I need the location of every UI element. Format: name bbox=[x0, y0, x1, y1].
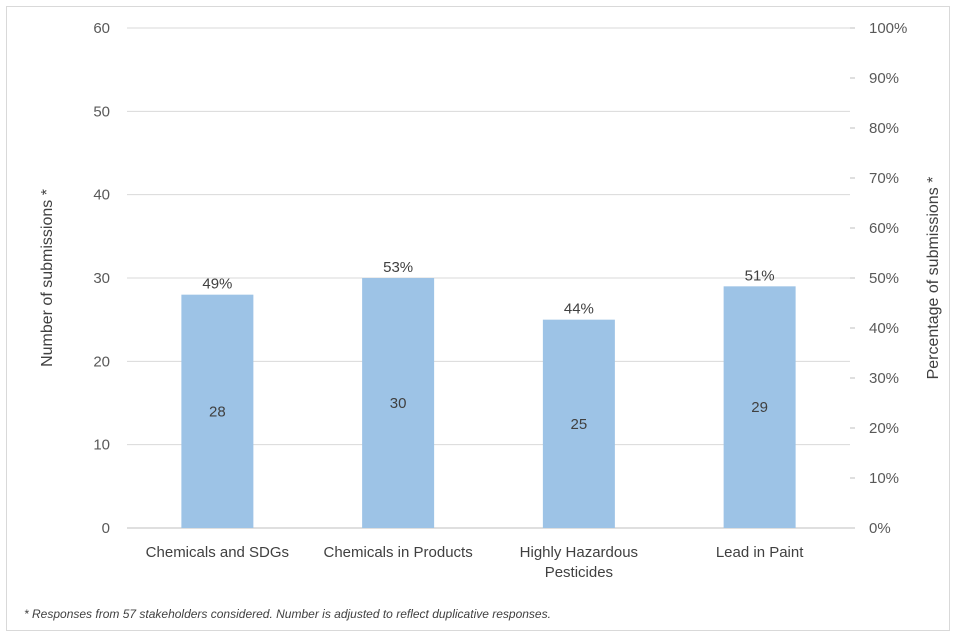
bar bbox=[181, 294, 254, 528]
chart-footnote: * Responses from 57 stakeholders conside… bbox=[24, 607, 551, 621]
y-tick-label: 20 bbox=[93, 353, 110, 370]
y2-tick-label: 60% bbox=[869, 220, 899, 237]
bar-percent-label: 53% bbox=[383, 259, 413, 276]
right-axis-ticks: 0% 10% 20% 30% 40% 50% 60% 70% 80% 90% 100% bbox=[850, 20, 907, 537]
bar-value-label: 30 bbox=[390, 395, 407, 412]
bars: 28 49% 30 53% 25 44% 29 51% bbox=[181, 259, 796, 528]
y2-tick-label: 70% bbox=[869, 170, 899, 187]
y2-tick-label: 30% bbox=[869, 370, 899, 387]
bar-value-label: 29 bbox=[751, 399, 768, 416]
bar-percent-label: 44% bbox=[564, 301, 594, 318]
y-tick-label: 60 bbox=[93, 20, 110, 37]
y2-tick-label: 100% bbox=[869, 20, 907, 37]
bar bbox=[723, 286, 796, 528]
category-label: Chemicals in Products bbox=[324, 544, 473, 561]
y-axis-title: Number of submissions * bbox=[39, 189, 56, 367]
category-label: Chemicals and SDGs bbox=[146, 544, 289, 561]
bar bbox=[542, 319, 615, 528]
bar-percent-label: 51% bbox=[745, 267, 775, 284]
bar-value-label: 25 bbox=[571, 416, 588, 433]
y-tick-label: 0 bbox=[102, 520, 110, 537]
category-labels: Chemicals and SDGs Chemicals in Products H… bbox=[146, 544, 805, 581]
chart-frame bbox=[6, 6, 950, 631]
y2-tick-label: 50% bbox=[869, 270, 899, 287]
y-tick-label: 40 bbox=[93, 187, 110, 204]
y2-tick-label: 10% bbox=[869, 470, 899, 487]
y2-tick-label: 0% bbox=[869, 520, 891, 537]
category-label: Highly Hazardous bbox=[520, 544, 638, 561]
y-tick-label: 10 bbox=[93, 437, 110, 454]
bar bbox=[362, 278, 435, 528]
left-axis-ticks: 0 10 20 30 40 50 60 bbox=[93, 20, 110, 537]
y-tick-label: 30 bbox=[93, 270, 110, 287]
y2-tick-label: 20% bbox=[869, 420, 899, 437]
bar-value-label: 28 bbox=[209, 403, 226, 420]
category-label: Lead in Paint bbox=[716, 544, 804, 561]
category-label: Pesticides bbox=[545, 564, 613, 581]
secondary-y-axis-title: Percentage of submissions * bbox=[925, 177, 942, 380]
y2-tick-label: 80% bbox=[869, 120, 899, 137]
bar-percent-label: 49% bbox=[202, 276, 232, 293]
y2-tick-label: 40% bbox=[869, 320, 899, 337]
y-tick-label: 50 bbox=[93, 103, 110, 120]
y2-tick-label: 90% bbox=[869, 70, 899, 87]
